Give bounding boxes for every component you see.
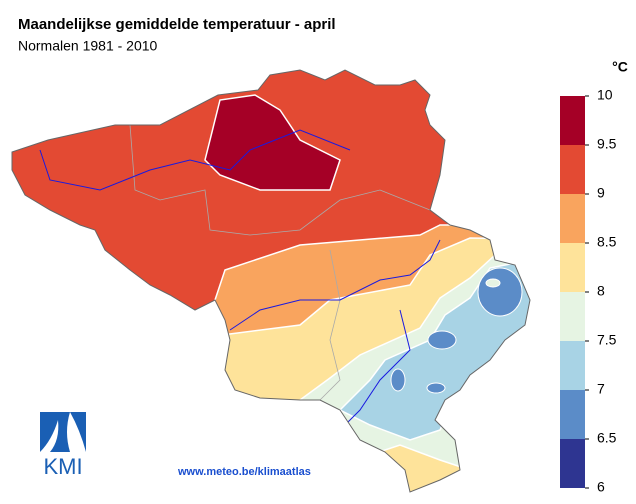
source-link: www.meteo.be/klimaatlas — [177, 466, 311, 478]
zone-65 — [426, 382, 446, 394]
legend-swatch — [560, 194, 585, 243]
map-title: Maandelijkse gemiddelde temperatuur - ap… — [18, 16, 336, 33]
map — [12, 70, 530, 492]
legend-tick-label: 9 — [597, 185, 605, 201]
zone-65 — [390, 368, 406, 392]
legend-swatch — [560, 390, 585, 439]
legend-tick-label: 6 — [597, 479, 605, 495]
zone-95 — [204, 94, 341, 191]
logo-text: KMI — [43, 454, 82, 479]
province-border — [129, 124, 431, 236]
legend-swatch — [560, 96, 585, 145]
river — [339, 309, 411, 431]
river — [229, 239, 441, 331]
river — [39, 129, 351, 191]
zone-65 — [427, 330, 457, 350]
legend-unit: °C — [612, 59, 628, 75]
map-subtitle: Normalen 1981 - 2010 — [18, 38, 158, 54]
legend-tick-label: 10 — [597, 87, 613, 103]
legend-tick-label: 8 — [597, 283, 605, 299]
legend-tick-label: 7.5 — [597, 332, 617, 348]
legend-tick-label: 6.5 — [597, 430, 617, 446]
zone-65 — [477, 267, 523, 317]
legend-swatch — [560, 341, 585, 390]
legend-tick-label: 7 — [597, 381, 605, 397]
zone-75 — [485, 278, 501, 288]
logo: KMI — [38, 412, 88, 479]
legend-swatch — [560, 145, 585, 194]
legend-swatch — [560, 243, 585, 292]
legend-tick-label: 9.5 — [597, 136, 617, 152]
legend: °C 10 9.5 9 8.5 8 7.5 7 6.5 6 — [560, 59, 628, 495]
logo-mark — [40, 412, 86, 452]
province-border — [319, 249, 341, 401]
legend-swatch — [560, 292, 585, 341]
legend-swatch — [560, 439, 585, 488]
legend-tick-label: 8.5 — [597, 234, 617, 250]
